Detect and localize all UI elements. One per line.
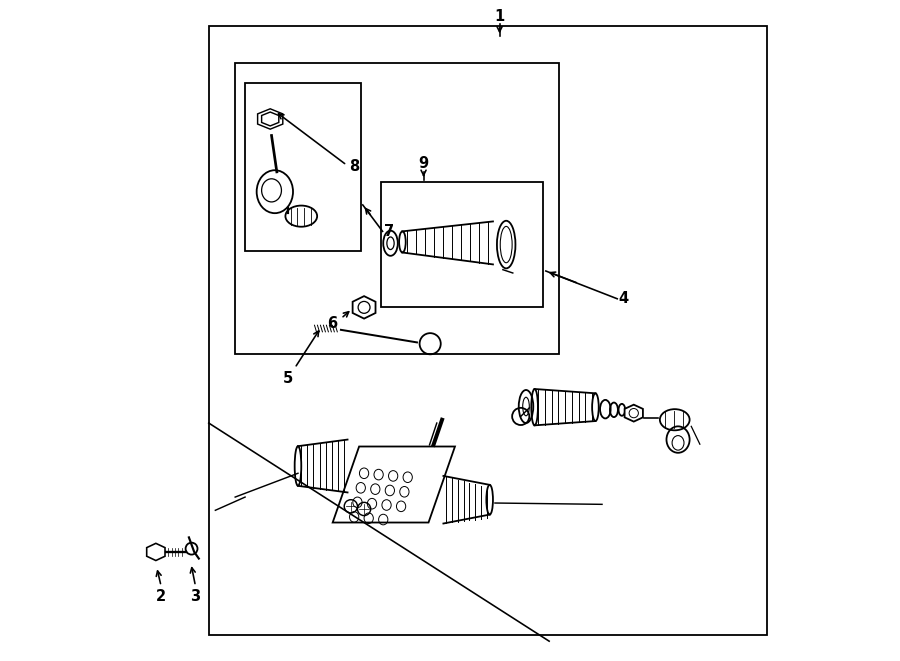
Text: 2: 2 [156,589,166,603]
Text: 6: 6 [328,317,338,331]
Polygon shape [625,405,643,422]
Text: 9: 9 [418,157,428,171]
Text: 7: 7 [384,224,394,239]
Text: 8: 8 [349,159,360,174]
Text: 4: 4 [618,292,629,306]
Bar [235,63,559,354]
Bar [381,182,543,307]
Bar [209,26,768,635]
Bar [245,83,361,251]
Text: 1: 1 [494,9,505,24]
Text: 5: 5 [283,371,293,385]
Polygon shape [353,296,375,319]
Polygon shape [147,543,165,561]
Polygon shape [257,109,283,129]
Text: 3: 3 [191,589,201,603]
